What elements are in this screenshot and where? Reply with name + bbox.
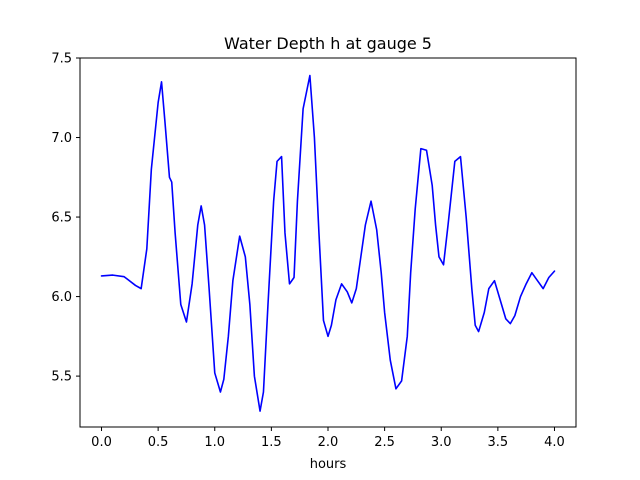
chart-title: Water Depth h at gauge 5 [224,34,432,53]
x-axis-label: hours [310,457,347,472]
series-line-0 [100,74,556,412]
plot-frame [79,57,577,428]
x-tick-label: 2.5 [374,435,395,450]
y-tick-label: 7.0 [51,131,72,146]
y-tick-label: 6.0 [51,290,72,305]
x-tick-label: 0.5 [148,435,169,450]
x-tick-label: 1.5 [261,435,282,450]
x-tick-label: 3.0 [431,435,452,450]
y-tick-label: 7.5 [51,52,72,67]
x-tick-label: 4.0 [544,435,565,450]
x-tick-label: 2.0 [318,435,339,450]
x-tick-label: 0.0 [91,435,112,450]
plot-area: 0.0 0.5 1.0 1.5 2.0 2.5 3.0 3.5 4.0 5.5 6.0 6.5 7.0 7… [51,52,577,450]
x-tick-label: 1.0 [204,435,225,450]
y-tick-label: 5.5 [51,370,72,385]
x-tick-label: 3.5 [488,435,509,450]
y-tick-label: 6.5 [51,211,72,226]
